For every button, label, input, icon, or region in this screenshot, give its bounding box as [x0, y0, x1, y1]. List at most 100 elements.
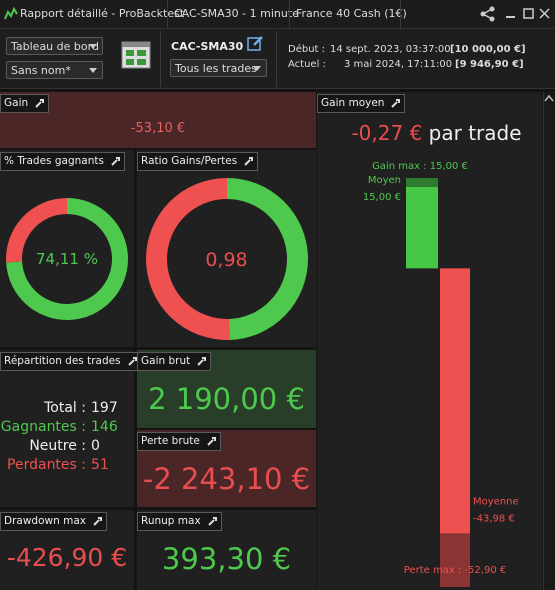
panel-title: Répartition des trades: [4, 355, 121, 367]
wrench-icon[interactable]: [92, 516, 103, 527]
distribution-row: Total : 197: [0, 400, 134, 419]
tab[interactable]: CAC-SMA30 - 1 minute: [174, 7, 299, 20]
start-label: Début :: [288, 44, 326, 55]
winning-trades-panel: % Trades gagnants 74,11 %: [0, 150, 134, 347]
panel-header[interactable]: % Trades gagnants: [0, 152, 125, 171]
panel-title: Perte brute: [141, 435, 200, 447]
wrench-icon[interactable]: [243, 156, 254, 167]
max-gain-bar: [406, 178, 438, 269]
trades-select[interactable]: Tous les trades: [170, 59, 267, 77]
average-gain-suffix: par trade: [428, 121, 522, 145]
distribution-label: Perdantes :: [7, 457, 86, 473]
wrench-icon[interactable]: [206, 436, 217, 447]
avg-win-value: 15,00 €: [363, 192, 401, 203]
wrench-icon[interactable]: [34, 98, 45, 109]
winning-trades-value: 74,11 %: [36, 250, 98, 268]
wrench-icon[interactable]: [390, 98, 401, 109]
report-icon[interactable]: [120, 40, 154, 72]
gain-panel: Gain -53,10 €: [0, 92, 316, 148]
max-gain-label: Gain max : 15,00 €: [372, 161, 468, 172]
start-date: 14 sept. 2023, 03:37:00: [330, 44, 451, 55]
current-date: 3 mai 2024, 17:11:00: [344, 59, 453, 70]
panel-header[interactable]: Gain: [0, 94, 50, 113]
donut-chart: [145, 178, 308, 340]
panel-header[interactable]: Perte brute: [137, 432, 221, 451]
panel-title: Gain moyen: [321, 97, 385, 109]
separator: [276, 31, 277, 87]
distribution-row: Gagnantes : 146: [0, 419, 134, 438]
max-loss-label: Perte max : -52,90 €: [404, 565, 506, 576]
separator: [289, 0, 290, 28]
distribution-value: 197: [91, 400, 118, 416]
wrench-icon[interactable]: [110, 156, 121, 167]
avg-win-marker: [406, 178, 438, 187]
panel-title: Runup max: [141, 515, 201, 527]
wrench-icon[interactable]: [196, 356, 207, 367]
gross-gain-panel: Gain brut 2 190,00 €: [137, 350, 316, 428]
drawdown-panel: Drawdown max -426,90 €: [0, 510, 134, 590]
edit-icon[interactable]: [247, 35, 265, 53]
distribution-value: 146: [91, 419, 118, 435]
start-capital: [10 000,00 €]: [450, 44, 526, 55]
scrollbar[interactable]: [543, 92, 555, 590]
panel-title: Gain brut: [141, 355, 191, 367]
wrench-icon[interactable]: [127, 356, 138, 367]
layout-select[interactable]: Tableau de bord: [6, 37, 103, 55]
ratio-panel: Ratio Gains/Pertes 0,98: [137, 150, 316, 347]
distribution-label: Gagnantes :: [0, 419, 86, 435]
distribution-list: Total : 197 Gagnantes : 146 Neutre : 0 Perdant…: [0, 400, 134, 476]
distribution-row: Perdantes : 51: [0, 457, 134, 476]
avg-loss-label: Moyenne: [473, 496, 519, 507]
gross-loss-panel: Perte brute -2 243,10 €: [137, 430, 316, 507]
panel-title: % Trades gagnants: [4, 155, 104, 167]
runup-panel: Runup max 393,30 €: [137, 510, 316, 590]
distribution-row: Neutre : 0: [0, 438, 134, 457]
window-title: Rapport détaillé - ProBacktest: [20, 7, 185, 20]
avg-loss-marker: [440, 533, 470, 587]
avg-loss-value: -43,98 €: [473, 513, 515, 524]
system-name: CAC-SMA30: [171, 40, 244, 53]
donut-loss-arc: [6, 198, 67, 263]
panel-header[interactable]: Runup max: [137, 512, 222, 531]
donut-win-arc: [227, 178, 308, 340]
runup-value: 393,30 €: [161, 542, 292, 576]
separator: [167, 0, 168, 28]
tab[interactable]: France 40 Cash (1€): [296, 7, 407, 20]
separator: [160, 31, 161, 87]
window-controls[interactable]: [478, 5, 552, 23]
panel-title: Ratio Gains/Pertes: [141, 155, 238, 167]
average-gain-line: -0,27 € par trade: [317, 121, 542, 145]
panel-header[interactable]: Gain moyen: [317, 94, 406, 113]
panel-header[interactable]: Ratio Gains/Pertes: [137, 152, 259, 171]
scroll-up[interactable]: [544, 94, 554, 102]
distribution-label: Neutre :: [29, 438, 86, 454]
gross-loss-value: -2 243,10 €: [142, 462, 311, 496]
gain-value: -53,10 €: [130, 121, 186, 136]
panel-header[interactable]: Répartition des trades: [0, 352, 142, 371]
current-label: Actuel :: [288, 59, 326, 70]
current-capital: [9 946,90 €]: [455, 59, 524, 70]
distribution-value: 51: [91, 457, 109, 473]
ratio-value: 0,98: [205, 249, 248, 271]
title-bar: [0, 0, 555, 29]
name-select[interactable]: Sans nom*: [6, 61, 103, 79]
wrench-icon[interactable]: [207, 516, 218, 527]
drawdown-value: -426,90 €: [6, 543, 128, 572]
distribution-value: 0: [91, 438, 100, 454]
average-gain-chart: Gain max : 15,00 € Moyen 15,00 € Moyenne -43…: [363, 161, 519, 587]
panel-header[interactable]: Gain brut: [137, 352, 212, 371]
distribution-label: Total :: [44, 400, 86, 416]
gross-gain-value: 2 190,00 €: [148, 382, 305, 416]
separator: [400, 0, 401, 28]
donut-chart: [6, 198, 128, 320]
panel-title: Gain: [4, 97, 29, 109]
panel-header[interactable]: Drawdown max: [0, 512, 107, 531]
average-gain-value: -0,27 €: [351, 121, 423, 145]
avg-win-label: Moyen: [368, 175, 401, 186]
distribution-panel: Répartition des trades Total : 197 Gagnant…: [0, 350, 142, 507]
app-icon: [4, 7, 18, 20]
donut-loss-arc: [145, 178, 230, 340]
average-gain-panel: Gain moyen -0,27 € par trade Gain max : …: [317, 92, 542, 590]
panel-title: Drawdown max: [4, 515, 86, 527]
